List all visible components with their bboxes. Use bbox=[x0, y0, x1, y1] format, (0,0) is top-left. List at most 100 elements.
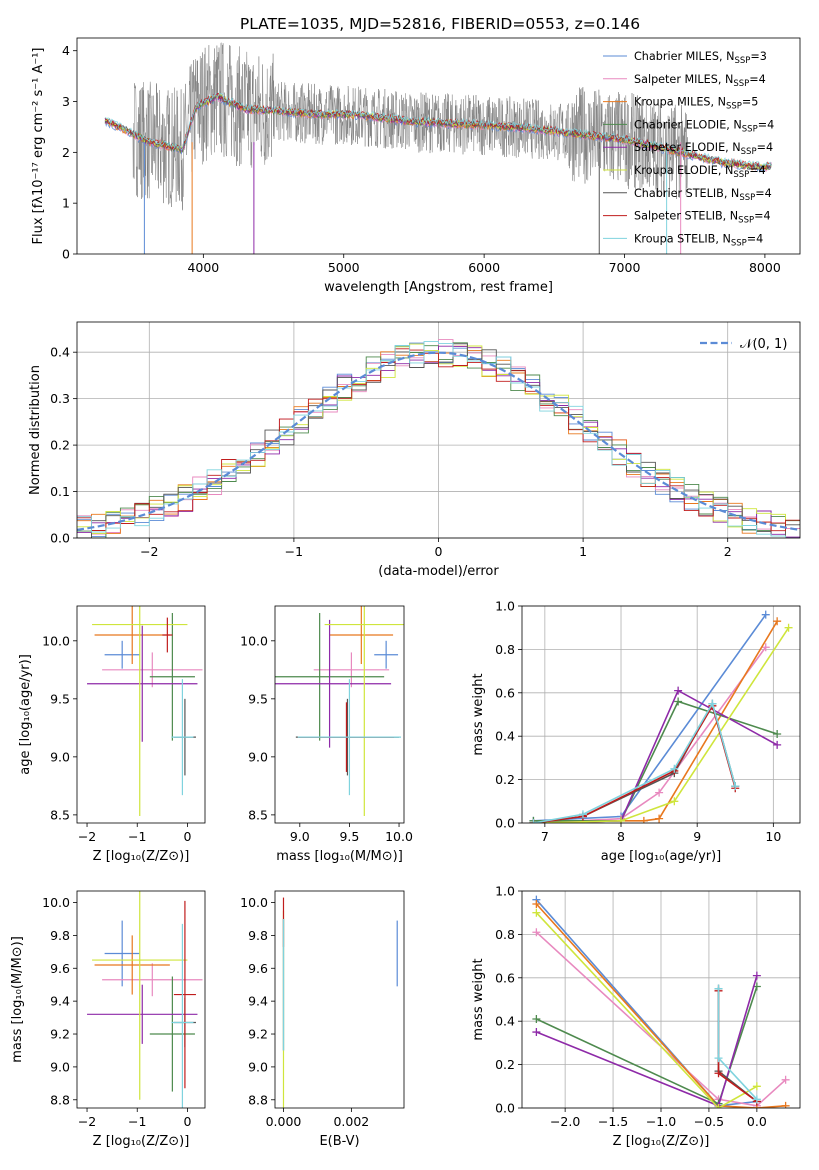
x-tick-label: 0 bbox=[435, 544, 443, 559]
x-tick-label: 0.002 bbox=[333, 1114, 369, 1129]
weight-series-line bbox=[533, 689, 778, 823]
x-tick-label: 5000 bbox=[328, 260, 360, 275]
residual-histogram-panel-marks bbox=[77, 339, 800, 538]
axes-frame bbox=[76, 37, 801, 255]
y-tick-label: 1.0 bbox=[495, 884, 515, 899]
weight-marker bbox=[761, 643, 770, 652]
weight-series-line bbox=[536, 975, 758, 1107]
y-tick-label: 0.0 bbox=[495, 1101, 515, 1116]
y-axis-label: mass weight bbox=[471, 958, 486, 1040]
y-tick-label: 0.6 bbox=[495, 685, 515, 700]
normal-curve bbox=[77, 351, 800, 531]
y-axis-label: age [log₁₀(age/yr)] bbox=[18, 654, 33, 775]
weight-series-line bbox=[533, 703, 737, 823]
x-tick-label: 7 bbox=[541, 829, 549, 844]
y-tick-label: 9.8 bbox=[248, 928, 268, 943]
histogram-series bbox=[77, 348, 800, 532]
legend-entry: Chabrier STELIB, NSSP=4 bbox=[634, 187, 772, 203]
legend-entry: Salpeter MILES, NSSP=4 bbox=[634, 73, 766, 89]
weight-marker bbox=[752, 1082, 761, 1091]
x-tick-label: 6000 bbox=[468, 260, 500, 275]
y-tick-label: 9.4 bbox=[50, 994, 70, 1009]
y-tick-label: 9.5 bbox=[50, 691, 70, 706]
x-axis-label: E(B-V) bbox=[319, 1134, 359, 1149]
age-vs-mass-panel-marks bbox=[275, 606, 404, 817]
x-axis-label: Z [log₁₀(Z/Z⊙)] bbox=[93, 849, 190, 864]
weight-marker bbox=[714, 1054, 723, 1063]
weight-marker bbox=[773, 740, 782, 749]
x-tick-label: 8 bbox=[617, 829, 625, 844]
weight-vs-metallicity-panel-marks bbox=[532, 895, 790, 1108]
weight-marker bbox=[781, 1101, 790, 1108]
legend-entry: Salpeter ELODIE, NSSP=4 bbox=[634, 141, 773, 157]
y-tick-label: 0.2 bbox=[495, 772, 515, 787]
x-tick-label: 4000 bbox=[187, 260, 219, 275]
x-tick-label: −2 bbox=[140, 544, 158, 559]
y-tick-label: 9.0 bbox=[248, 1059, 268, 1074]
axes-frame bbox=[521, 605, 801, 824]
x-tick-label: −1 bbox=[285, 544, 303, 559]
x-tick-label: 2 bbox=[724, 544, 732, 559]
y-tick-label: 9.5 bbox=[248, 691, 268, 706]
y-tick-label: 9.0 bbox=[248, 749, 268, 764]
weight-series-line bbox=[535, 931, 787, 1107]
legend-entry: Chabrier MILES, NSSP=3 bbox=[634, 50, 767, 66]
weight-marker bbox=[578, 810, 587, 819]
y-tick-label: 0.8 bbox=[495, 642, 515, 657]
x-tick-label: 0 bbox=[183, 829, 191, 844]
weight-marker bbox=[674, 686, 683, 695]
weight-series-line bbox=[535, 912, 758, 1108]
x-axis-label: mass [log₁₀(M/M⊙)] bbox=[276, 849, 403, 864]
x-tick-label: −2 bbox=[78, 829, 96, 844]
legend-entry: Kroupa STELIB, NSSP=4 bbox=[634, 232, 763, 248]
y-tick-label: 0.0 bbox=[50, 531, 70, 546]
weight-marker bbox=[773, 730, 782, 739]
weight-marker bbox=[532, 1028, 541, 1037]
legend-entry: Salpeter STELIB, NSSP=4 bbox=[634, 210, 771, 226]
y-tick-label: 10.0 bbox=[240, 895, 268, 910]
y-tick-label: 0.3 bbox=[50, 391, 70, 406]
y-tick-label: 9.0 bbox=[50, 1059, 70, 1074]
x-axis-label: age [log₁₀(age/yr)] bbox=[601, 849, 722, 864]
x-axis-label: wavelength [Angstrom, rest frame] bbox=[324, 280, 553, 295]
weight-marker bbox=[761, 610, 770, 619]
weight-marker bbox=[655, 788, 664, 797]
weight-marker bbox=[714, 984, 723, 993]
y-axis-label: mass weight bbox=[471, 673, 486, 755]
age-vs-metallicity-panel-marks bbox=[87, 606, 203, 817]
y-tick-label: 9.6 bbox=[50, 961, 70, 976]
weight-marker bbox=[529, 819, 538, 823]
y-tick-label: 4 bbox=[62, 43, 70, 58]
spectrum-panel: 4000 5000 6000 7000 8000 0 1 2 3 4 wavelength [Ang… bbox=[31, 37, 801, 295]
weight-marker bbox=[532, 928, 541, 937]
y-tick-label: 9.0 bbox=[50, 749, 70, 764]
x-tick-label: −2.0 bbox=[550, 1114, 580, 1129]
weight-marker bbox=[670, 764, 679, 773]
weight-series-line bbox=[533, 614, 767, 822]
weight-marker bbox=[674, 697, 683, 706]
weight-vs-age-panel: 7 8 9 10 0.0 0.2 0.4 0.6 0.8 1.0 age [log₁₀(age/yr… bbox=[471, 599, 801, 864]
weight-marker bbox=[714, 1069, 723, 1078]
weight-marker bbox=[784, 623, 793, 632]
legend-entry: Kroupa MILES, NSSP=5 bbox=[634, 96, 758, 112]
y-tick-label: 9.8 bbox=[50, 928, 70, 943]
x-tick-label: 9 bbox=[693, 829, 701, 844]
weight-vs-age-panel-marks bbox=[529, 610, 793, 823]
y-tick-label: 0.0 bbox=[495, 816, 515, 831]
model-spectrum-line bbox=[104, 95, 772, 169]
histogram-series bbox=[77, 341, 800, 538]
y-tick-label: 0.8 bbox=[495, 927, 515, 942]
x-tick-label: 0.000 bbox=[266, 1114, 302, 1129]
spectrum-legend: Chabrier MILES, NSSP=3 Salpeter MILES, NS… bbox=[603, 50, 774, 248]
weight-marker bbox=[532, 900, 541, 909]
weight-marker bbox=[532, 1015, 541, 1024]
weight-marker bbox=[617, 816, 626, 823]
spectrum-panel-marks bbox=[104, 42, 773, 254]
weight-series-line bbox=[533, 646, 767, 823]
weight-marker bbox=[655, 814, 664, 823]
weight-marker bbox=[639, 816, 648, 823]
x-axis-label: Z [log₁₀(Z/Z⊙)] bbox=[613, 1134, 710, 1149]
y-tick-label: 10.0 bbox=[240, 633, 268, 648]
axes-frame bbox=[521, 890, 801, 1109]
